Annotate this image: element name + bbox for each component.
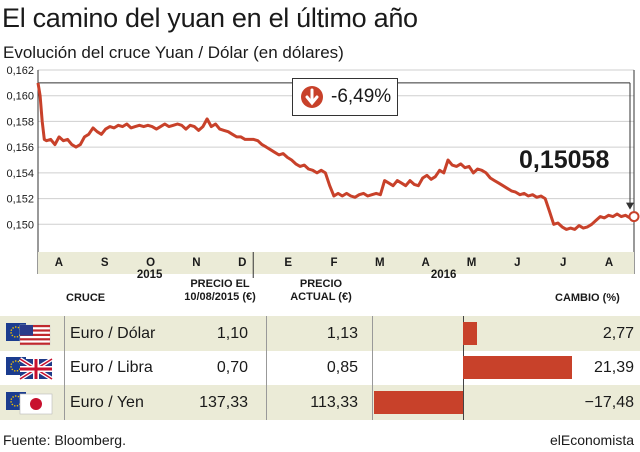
change-cell: 21,39 [593,359,634,376]
y-axis-ticks: 0,162 0,160 0,158 0,156 0,154 0,152 0,150 [6,66,34,231]
x-tick-label: F [330,257,337,269]
header-cruce: CRUCE [66,292,106,304]
x-tick-label: J [514,257,520,269]
column-divider [64,350,65,385]
header-precio-actual-line2: ACTUAL (€) [290,291,352,303]
chart-grid [37,69,635,274]
header-precio-el-line2: 10/08/2015 (€) [184,291,256,303]
y-tick-label: 0,150 [6,219,34,231]
table-row: Euro / Dólar 1,10 1,13 2,77 [0,316,640,351]
prev-price-cell: 1,10 [216,325,248,342]
y-tick-label: 0,156 [6,142,34,154]
source-note: Fuente: Bloomberg. [3,432,126,448]
down-arrow-icon [301,86,323,108]
column-divider [266,385,267,420]
prev-price-cell: 0,70 [216,359,248,376]
pair-cell: Euro / Libra [70,359,153,376]
arrow-head [626,202,634,210]
now-price-cell: 0,85 [326,359,358,376]
prev-price-cell: 137,33 [199,394,248,411]
header-precio-actual-line1: PRECIO [299,278,343,290]
change-label: -6,49% [331,86,392,107]
y-tick-label: 0,162 [6,66,34,77]
pair-cell: Euro / Dólar [70,325,156,342]
pair-cell: Euro / Yen [70,394,144,411]
x-tick-label: D [238,257,246,269]
eu-japan-flag-icon [6,390,60,415]
change-cell: −17,48 [584,394,634,411]
x-tick-label: J [560,257,566,269]
table-row: Euro / Yen 137,33 113,33 −17,48 [0,385,640,420]
change-badge: -6,49% [292,78,398,116]
column-divider [266,350,267,385]
change-bar [373,391,463,414]
eu-us-flag-icon [6,321,60,346]
page-title: El camino del yuan en el último año [2,3,418,33]
header-precio-actual: PRECIO ACTUAL (€) [278,278,364,304]
x-tick-label: E [284,257,292,269]
table-row: Euro / Libra 0,70 0,85 21,39 [0,350,640,385]
x-tick-label: A [55,257,63,269]
x-tick-label: S [101,257,109,269]
year-label: 2016 [431,269,457,278]
y-tick-label: 0,154 [6,168,34,180]
axis-band [38,252,634,274]
header-precio-el-line1: PRECIO EL [190,278,250,290]
change-bar [463,356,573,379]
x-tick-label: N [192,257,200,269]
last-value-label: 0,15058 [519,146,610,174]
series-line-yuan-dollar [36,82,635,231]
x-tick-label: A [422,257,430,269]
x-axis-years: 2015 2016 [137,252,457,278]
zero-axis [463,385,464,420]
column-divider [266,316,267,351]
yuan-dollar-chart: 0,162 0,160 0,158 0,156 0,154 0,152 0,150 A S O N… [6,66,640,278]
column-divider [64,316,65,351]
column-divider [64,385,65,420]
year-label: 2015 [137,269,163,278]
y-tick-label: 0,160 [6,91,34,103]
eu-uk-flag-icon [6,355,60,381]
now-price-cell: 1,13 [326,325,358,342]
y-tick-label: 0,158 [6,116,34,128]
change-bar [463,322,478,345]
x-tick-label: M [375,257,385,269]
column-divider [372,350,373,385]
x-tick-label: O [146,257,155,269]
header-cambio: CAMBIO (%) [555,292,620,304]
last-value-arrow [587,82,634,210]
x-tick-label: M [467,257,477,269]
y-tick-label: 0,152 [6,194,34,206]
column-divider [372,385,373,420]
now-price-cell: 113,33 [310,394,358,411]
brand-label: elEconomista [549,432,634,448]
last-value-marker [628,211,640,223]
change-cell: 2,77 [602,325,634,342]
page-subtitle: Evolución del cruce Yuan / Dólar (en dól… [3,43,344,62]
header-precio-el: PRECIO EL 10/08/2015 (€) [170,278,270,304]
column-divider [372,316,373,351]
x-tick-label: A [605,257,613,269]
